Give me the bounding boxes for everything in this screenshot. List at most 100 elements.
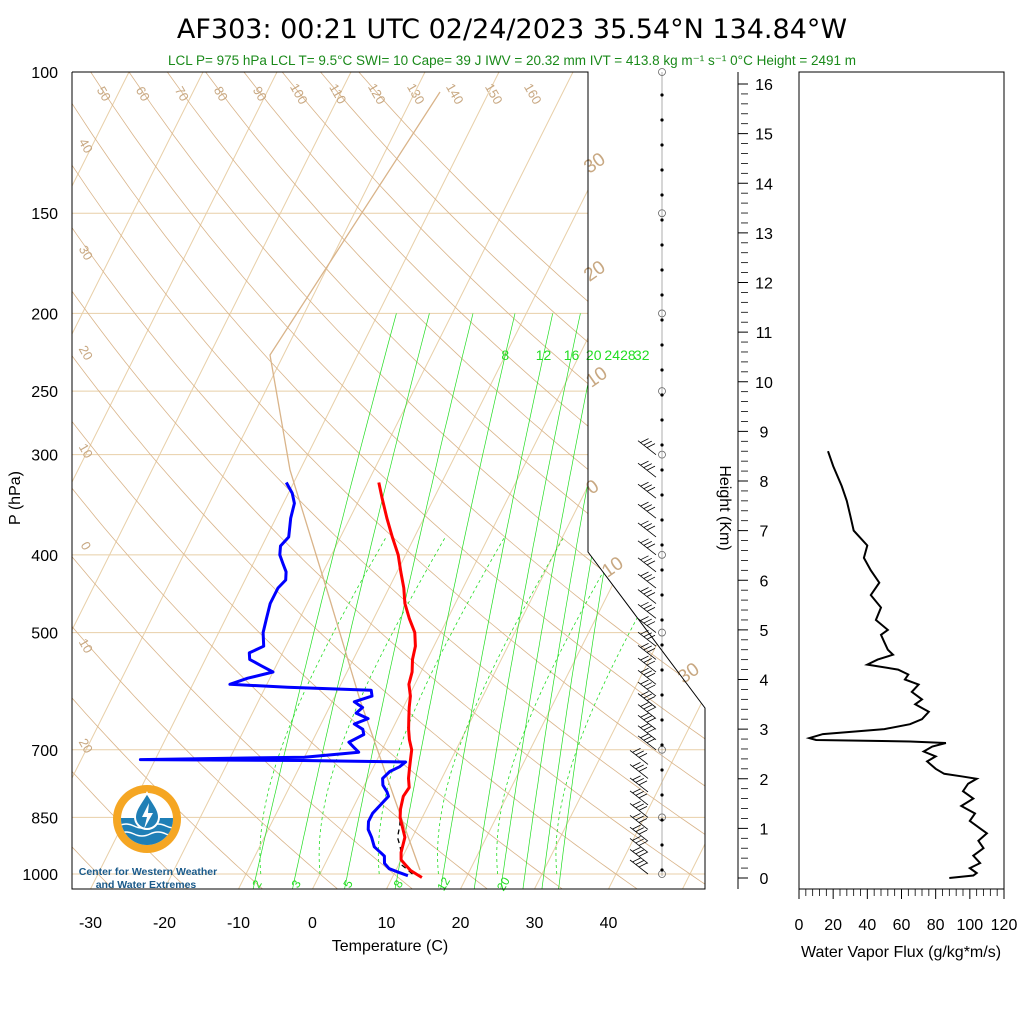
flux-tick-label: 20 (824, 917, 842, 934)
isotherm-line (72, 72, 204, 889)
mixing-ratio-label: 16 (564, 347, 580, 363)
temperature-line (377, 482, 423, 879)
isotherm-line (533, 72, 705, 889)
wind-dot (660, 743, 664, 747)
wind-barb-feather (646, 606, 656, 612)
height-tick-label: 16 (755, 77, 773, 94)
wind-barb-feather (646, 486, 656, 492)
wind-barb-feather (640, 733, 649, 739)
wind-level-marker (658, 450, 666, 459)
wind-barb-feather (640, 702, 649, 707)
dry-adiabat-label: 150 (482, 81, 506, 107)
mixing-ratio-label: 8 (501, 347, 509, 363)
dry-adiabat (72, 72, 341, 889)
wind-barb-feather (632, 846, 641, 852)
wind-dot (660, 843, 664, 847)
dry-adiabat-label: 90 (250, 84, 270, 104)
wind-barb-feather (640, 571, 649, 577)
wind-barb-feather (640, 481, 649, 487)
wind-barb-feather (635, 838, 644, 844)
moist-adiabat (259, 536, 387, 875)
wind-dot (660, 293, 664, 297)
dry-adiabat (205, 72, 705, 889)
lightning-icon (142, 803, 153, 829)
flux-panel-frame (798, 71, 1005, 890)
wind-barb-feather (640, 655, 649, 661)
wind-dot (660, 93, 664, 97)
flux-line (805, 450, 989, 879)
wind-barb-feather (646, 672, 656, 678)
dry-adiabat (72, 72, 705, 889)
wind-barb-feather (646, 576, 656, 582)
wind-dot (660, 243, 664, 247)
wind-dot (660, 643, 664, 647)
dry-adiabat (90, 72, 705, 889)
mixing-ratio-label: 28 (620, 347, 636, 363)
mixing-ratio-label: 32 (634, 347, 650, 363)
mixing-ratio-line (439, 313, 554, 889)
y-tick-label: 100 (31, 65, 58, 82)
height-tick-label: 10 (755, 375, 773, 392)
dry-adiabat-label: 140 (443, 81, 467, 107)
wind-dot (660, 618, 664, 622)
wind-barb-feather (646, 443, 656, 449)
wind-barb-feather (646, 684, 656, 690)
mixing-ratio-label-bottom: 3 (289, 877, 305, 890)
moist-adiabat (437, 536, 565, 875)
x-tick-label: -30 (79, 915, 102, 932)
height-tick-label: 3 (760, 722, 769, 739)
wind-barb-feather (640, 460, 649, 466)
x-tick-label: 0 (308, 915, 317, 932)
wind-dot (660, 443, 664, 447)
wind-barb-feather (643, 463, 652, 468)
wind-barb-feather (643, 540, 652, 546)
left-edge-label: 20 (76, 736, 96, 756)
wind-barb-feather (640, 555, 649, 561)
height-tick-label: 11 (756, 325, 773, 342)
wind-barb-feather (638, 829, 648, 835)
wind-dot (660, 268, 664, 272)
moist-adiabat (318, 536, 446, 875)
wind-dot (660, 418, 664, 422)
wind-dot (660, 468, 664, 472)
wind-barb-feather (643, 693, 652, 699)
wind-barb-feather (635, 849, 644, 855)
wind-level-marker (658, 68, 666, 76)
wind-dot (660, 768, 664, 772)
isotherm-label: 30 (580, 149, 609, 178)
wind-barb-feather (635, 815, 644, 821)
wind-barb-feather (635, 778, 644, 783)
wind-barb-feather (632, 775, 641, 781)
logo-text-line1: Center for Western Weather (79, 866, 217, 878)
height-tick-label: 9 (760, 424, 769, 441)
wind-barb-feather (640, 679, 649, 685)
wind-barb-feather (635, 791, 644, 796)
height-tick-label: 1 (760, 821, 769, 838)
dry-adiabat (358, 72, 705, 889)
mixing-ratio-label: 12 (536, 347, 552, 363)
wind-barb-feather (632, 762, 641, 767)
wind-barb-feather (640, 520, 649, 526)
isotherm-line (756, 72, 1024, 891)
skewt-data (138, 481, 423, 879)
wind-level-marker (658, 628, 666, 637)
mixing-ratio-line (522, 313, 621, 889)
wind-dot (660, 218, 664, 222)
wind-barb-feather (635, 827, 644, 832)
dry-adiabat (72, 72, 191, 889)
mixing-ratio-label-bottom: 20 (494, 874, 513, 893)
wind-barb-feather (632, 747, 641, 753)
wind-barb-feather (643, 682, 652, 687)
wind-barb-feather (638, 767, 648, 772)
wind-barb-feather (646, 648, 656, 653)
parcel-line (396, 817, 413, 875)
left-edge-label: 20 (76, 343, 96, 363)
wind-barb-feather (646, 696, 656, 701)
wind-barb-feather (638, 818, 648, 823)
y-tick-label: 150 (31, 206, 58, 223)
wind-dot (660, 718, 664, 722)
skewt-frame (71, 71, 706, 890)
height-tick-label: 12 (755, 276, 773, 293)
dry-adiabat (72, 72, 705, 889)
wind-barb-feather (638, 780, 648, 786)
